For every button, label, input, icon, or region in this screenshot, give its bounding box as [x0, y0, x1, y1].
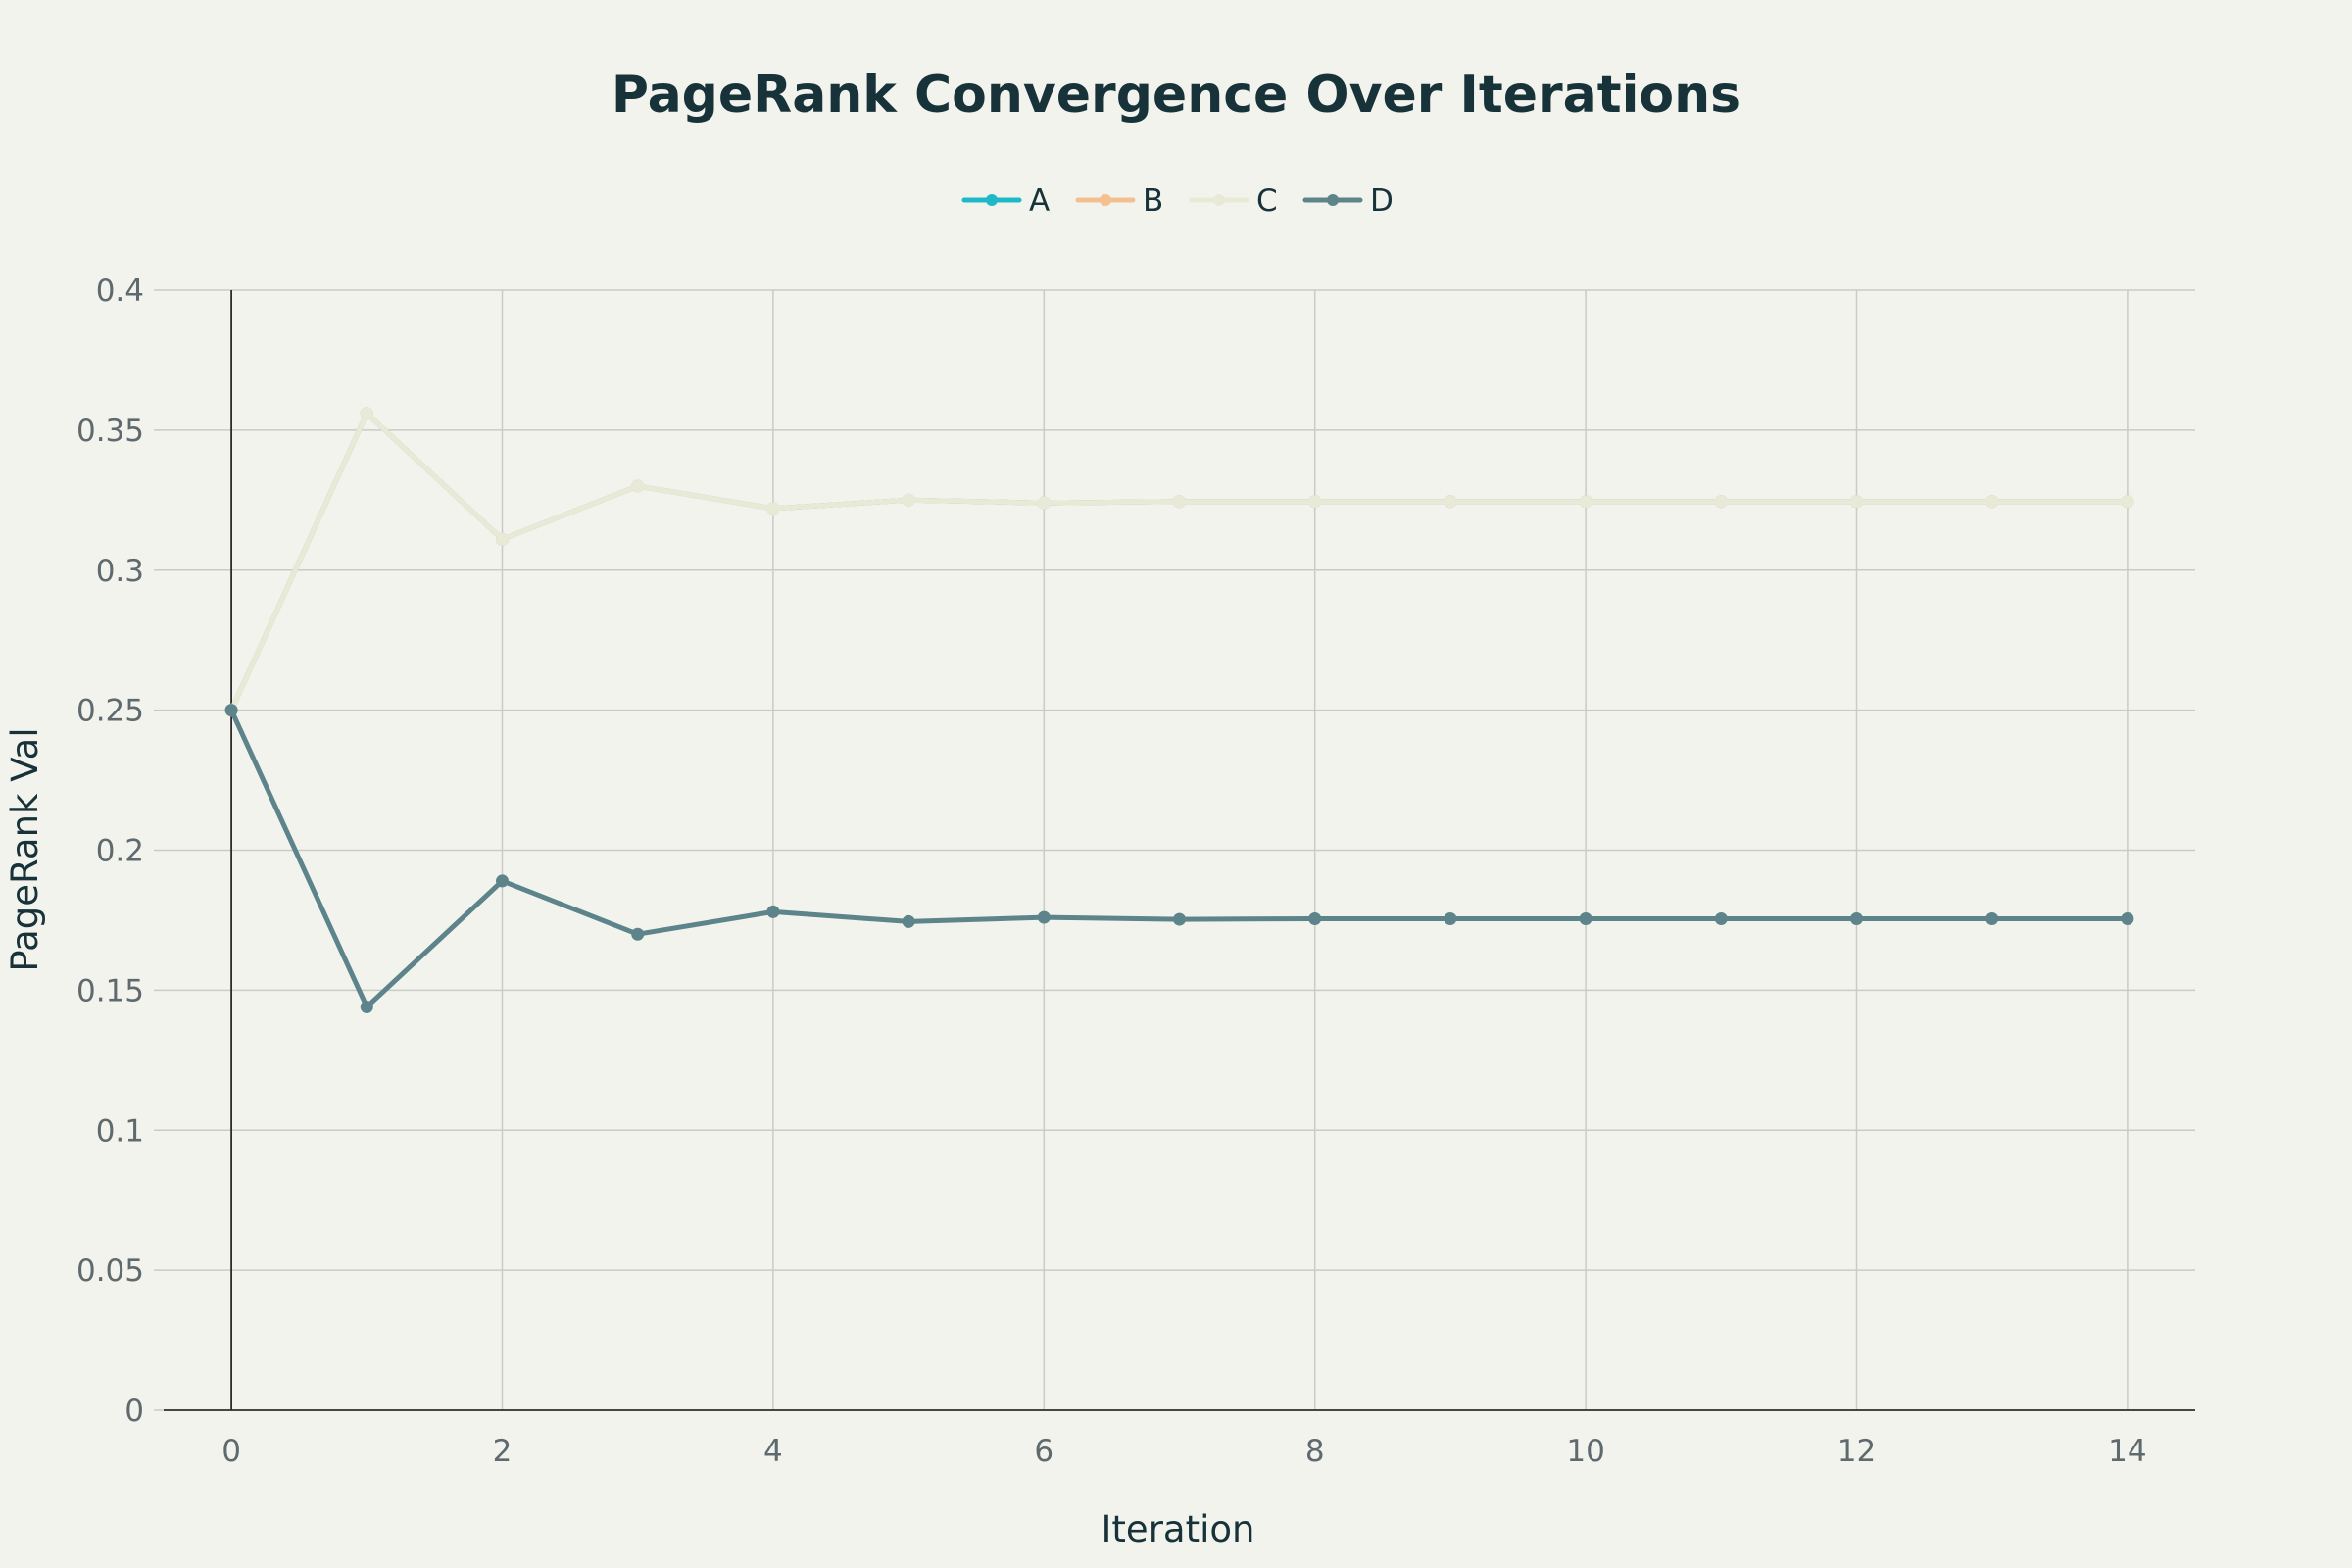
x-axis-title: Iteration: [1102, 1508, 1255, 1550]
data-point[interactable]: [1037, 910, 1051, 924]
legend-swatch-marker: [986, 194, 998, 206]
legend-swatch-marker: [1213, 194, 1225, 206]
data-point[interactable]: [1850, 912, 1863, 926]
x-tick-label: 14: [2108, 1434, 2146, 1469]
legend-item-B[interactable]: B: [1075, 183, 1163, 219]
data-point[interactable]: [902, 493, 915, 507]
legend-label: C: [1256, 183, 1278, 219]
data-point[interactable]: [1444, 495, 1457, 509]
data-point[interactable]: [1985, 495, 1999, 509]
data-point[interactable]: [360, 407, 373, 420]
legend-item-A[interactable]: A: [961, 183, 1050, 219]
data-point[interactable]: [1308, 495, 1322, 509]
x-tick-label: 4: [763, 1434, 783, 1469]
y-tick-label: 0.35: [76, 414, 144, 449]
data-point[interactable]: [1579, 912, 1592, 926]
data-point[interactable]: [2121, 495, 2134, 509]
data-point[interactable]: [1308, 912, 1322, 926]
data-point[interactable]: [1850, 495, 1863, 509]
x-tick-label: 12: [1838, 1434, 1876, 1469]
data-point[interactable]: [631, 479, 645, 493]
data-point[interactable]: [1444, 912, 1457, 926]
data-point[interactable]: [766, 905, 780, 918]
y-tick-label: 0: [124, 1394, 144, 1429]
legend-swatch-marker: [1327, 194, 1339, 206]
legend-label: A: [1029, 183, 1050, 219]
data-point[interactable]: [766, 502, 780, 515]
y-tick-label: 0.4: [96, 273, 144, 309]
data-point[interactable]: [496, 874, 509, 888]
y-tick-label: 0.3: [96, 554, 144, 589]
legend-swatch-marker: [1100, 194, 1111, 206]
legend-label: B: [1143, 183, 1163, 219]
y-axis-title: PageRank Val: [4, 727, 46, 971]
data-point[interactable]: [1173, 912, 1186, 926]
series-D: [224, 704, 2134, 1014]
y-tick-label: 0.2: [96, 834, 144, 869]
legend-item-D[interactable]: D: [1302, 183, 1394, 219]
y-tick-label: 0.15: [76, 973, 144, 1008]
data-point[interactable]: [1714, 912, 1728, 926]
data-point[interactable]: [2121, 912, 2134, 926]
data-point[interactable]: [360, 1001, 373, 1014]
data-point[interactable]: [1714, 495, 1728, 509]
x-tick-label: 10: [1566, 1434, 1604, 1469]
series-layer: [224, 407, 2134, 1014]
data-point[interactable]: [224, 704, 238, 717]
y-tick-label: 0.1: [96, 1113, 144, 1149]
chart-title: PageRank Convergence Over Iterations: [612, 66, 1740, 124]
data-point[interactable]: [1985, 912, 1999, 926]
x-tick-label: 2: [493, 1434, 513, 1469]
grid: [164, 289, 2195, 1410]
data-point[interactable]: [1037, 496, 1051, 510]
x-tick-label: 8: [1305, 1434, 1325, 1469]
legend-label: D: [1370, 183, 1394, 219]
data-point[interactable]: [1579, 495, 1592, 509]
data-point[interactable]: [902, 914, 915, 928]
legend-item-C[interactable]: C: [1189, 183, 1278, 219]
x-tick-label: 6: [1034, 1434, 1054, 1469]
data-point[interactable]: [496, 532, 509, 546]
data-point[interactable]: [631, 927, 645, 941]
y-tick-label: 0.25: [76, 694, 144, 729]
data-point[interactable]: [1173, 495, 1186, 509]
axes: 0 0.05 0.1 0.15 0.2 0.25 0.3 0.35 0.4 0 2 4 6 8 10 12 14: [76, 273, 2195, 1469]
legend: A B C D: [961, 183, 1394, 219]
x-tick-label: 0: [221, 1434, 241, 1469]
y-tick-label: 0.05: [76, 1253, 144, 1289]
